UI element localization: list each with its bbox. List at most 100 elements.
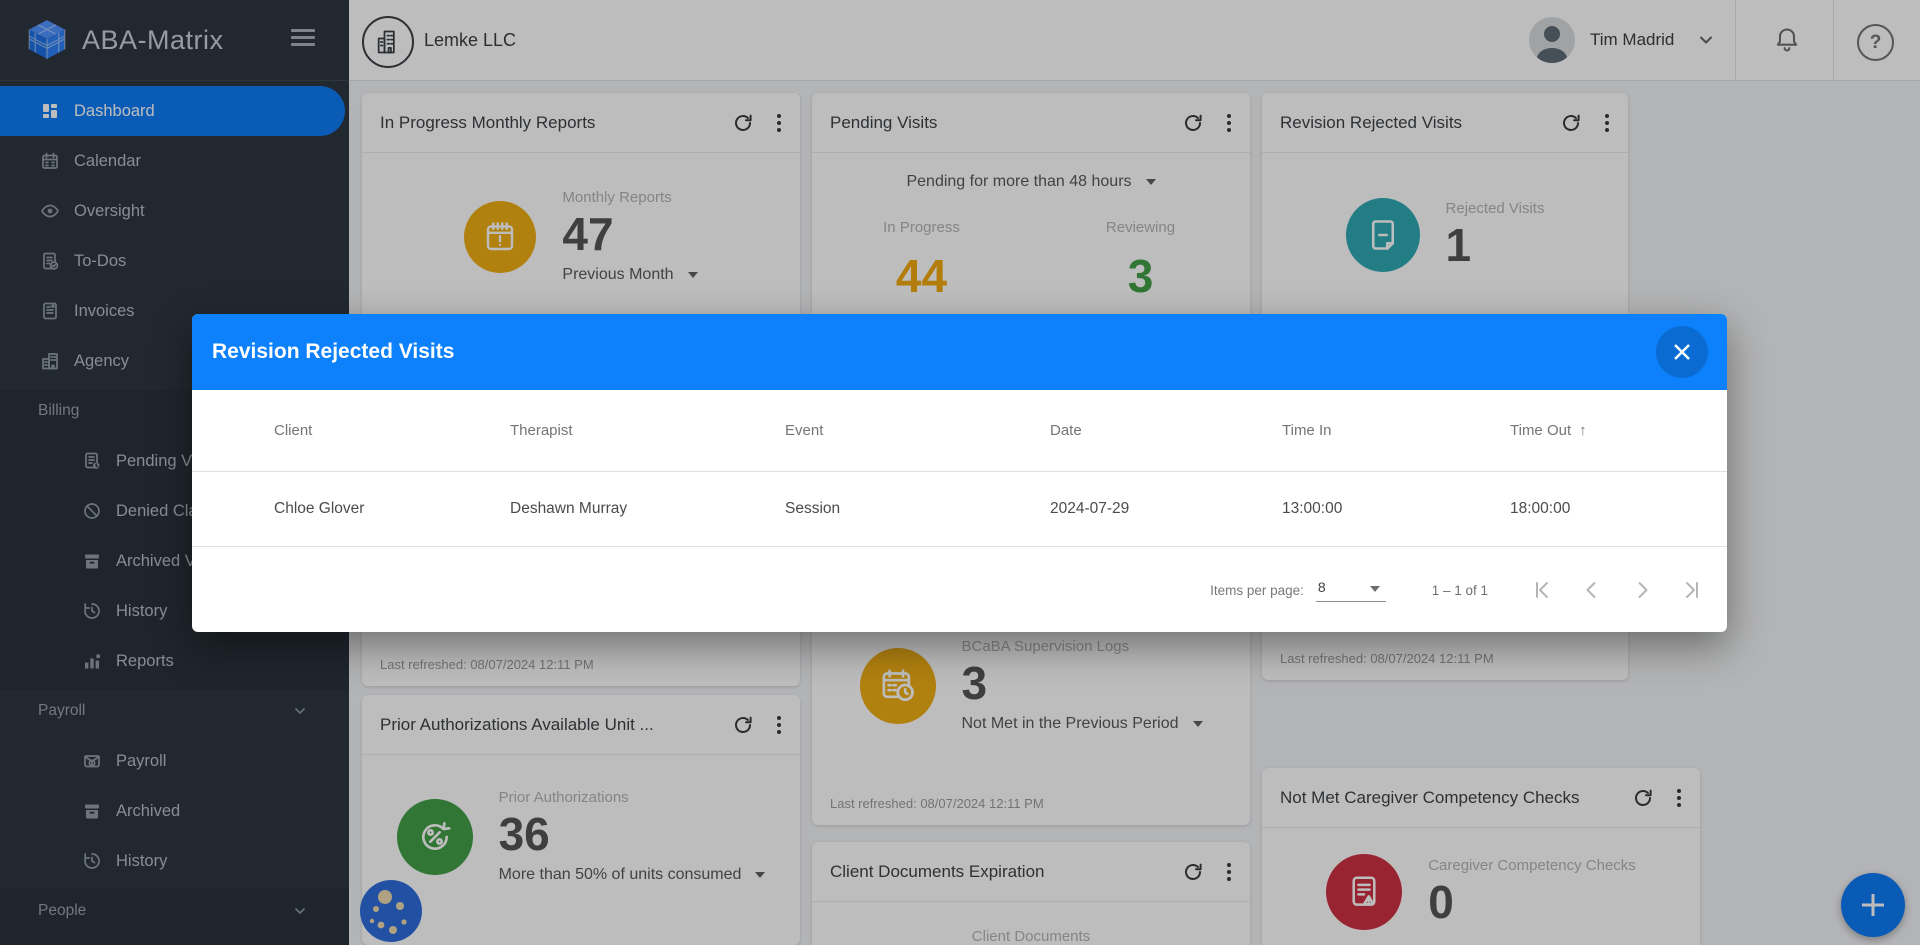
sidebar-item-label: History	[116, 851, 168, 870]
stat-label: Monthly Reports	[562, 189, 672, 206]
card-competency-checks: Not Met Caregiver Competency Checks Care…	[1262, 768, 1700, 945]
refresh-icon[interactable]	[1182, 861, 1204, 883]
close-button[interactable]	[1656, 326, 1708, 378]
sidebar-item-label: Calendar	[74, 151, 141, 170]
sidebar-item-dashboard[interactable]: Dashboard	[0, 86, 345, 136]
stat-filter-dropdown[interactable]: Not Met in the Previous Period	[962, 715, 1203, 733]
column-header-date[interactable]: Date	[1050, 422, 1082, 439]
kebab-menu-icon[interactable]	[774, 713, 784, 737]
card-body: Monthly Reports 47 Previous Month	[362, 189, 800, 284]
notifications-bell-icon[interactable]	[1773, 26, 1801, 54]
page-size-value: 8	[1317, 578, 1326, 595]
stat-label: Reviewing	[1105, 219, 1176, 236]
card-header: Prior Authorizations Available Unit ...	[362, 695, 800, 755]
pending-stats: In Progress 44 Reviewing 3	[812, 219, 1250, 300]
company-name: Lemke LLC	[424, 30, 517, 50]
cell-therapist: Deshawn Murray	[510, 500, 628, 517]
card-body: Caregiver Competency Checks 0	[1262, 854, 1700, 930]
refresh-icon[interactable]	[1182, 112, 1204, 134]
caret-down-icon	[1145, 179, 1156, 185]
kebab-menu-icon[interactable]	[1602, 111, 1612, 135]
sidebar-item-invoices[interactable]: Invoices	[0, 286, 349, 336]
pagination-range: 1 – 1 of 1	[1431, 582, 1488, 598]
next-page-icon[interactable]	[1630, 578, 1654, 602]
refresh-icon[interactable]	[732, 714, 754, 736]
sidebar-item-agency[interactable]: Agency	[0, 336, 349, 386]
sidebar-item-label: Reports	[116, 651, 174, 670]
stat-label: In Progress	[883, 219, 960, 236]
stat-filter-dropdown[interactable]: More than 50% of units consumed	[499, 866, 766, 884]
help-icon[interactable]: ?	[1857, 24, 1894, 61]
kebab-menu-icon[interactable]	[1674, 786, 1684, 810]
kebab-menu-icon[interactable]	[1224, 111, 1234, 135]
calendar-alert-icon	[464, 200, 537, 273]
topbar-divider	[1735, 0, 1736, 80]
building-icon	[42, 353, 58, 370]
sidebar-item-todos[interactable]: To-Dos	[0, 236, 349, 286]
pending-visits-icon	[85, 452, 100, 469]
card-header: Client Documents Expiration	[812, 842, 1250, 902]
card-client-docs: Client Documents Expiration Client Docum…	[812, 842, 1250, 945]
modal-title: Revision Rejected Visits	[212, 340, 455, 363]
sidebar-item-payroll[interactable]: Payroll	[0, 736, 349, 786]
sidebar-item-reports[interactable]: Reports	[0, 636, 349, 686]
refresh-icon[interactable]	[1632, 787, 1654, 809]
column-header-time-out[interactable]: Time Out ↑	[1510, 422, 1587, 439]
table-header-row: Client Therapist Event Date Time In Time…	[192, 390, 1727, 472]
cell-time-out: 18:00:00	[1510, 500, 1571, 517]
add-fab-button[interactable]	[1841, 873, 1905, 937]
sidebar-item-label: Agency	[74, 351, 130, 370]
refresh-icon[interactable]	[1560, 112, 1582, 134]
stat-label: Client Documents	[971, 928, 1091, 945]
user-avatar[interactable]	[1529, 17, 1575, 63]
sidebar-item-label: To-Dos	[74, 251, 127, 270]
section-label: People	[38, 902, 87, 919]
card-header: In Progress Monthly Reports	[362, 93, 800, 153]
sidebar-item-billing-history[interactable]: History	[0, 586, 349, 636]
sidebar-item-payroll-history[interactable]: History	[0, 836, 349, 886]
kebab-menu-icon[interactable]	[1224, 860, 1234, 884]
reports-icon	[85, 654, 101, 669]
last-page-icon[interactable]	[1680, 578, 1704, 602]
card-title: Client Documents Expiration	[830, 862, 1045, 881]
sidebar-item-label: Oversight	[74, 201, 145, 220]
dashboard-icon	[43, 104, 57, 118]
sidebar-section-people[interactable]: People	[0, 886, 349, 936]
stat-value: 1	[1445, 219, 1472, 272]
table-row[interactable]: Chloe Glover Deshawn Murray Session 2024…	[192, 472, 1727, 547]
card-body: Prior Authorizations 36 More than 50% of…	[362, 789, 800, 884]
menu-toggle-icon[interactable]	[291, 29, 315, 51]
card-title: Prior Authorizations Available Unit ...	[380, 715, 654, 734]
sidebar-item-label: Archived	[116, 801, 181, 820]
card-title: Revision Rejected Visits	[1280, 113, 1463, 132]
sidebar-item-calendar[interactable]: Calendar	[0, 136, 349, 186]
brand-name: ABA-Matrix	[82, 25, 224, 55]
sidebar-item-payroll-archived[interactable]: Archived	[0, 786, 349, 836]
sidebar-item-oversight[interactable]: Oversight	[0, 186, 349, 236]
column-header-client[interactable]: Client	[274, 422, 313, 439]
column-header-event[interactable]: Event	[785, 422, 824, 439]
column-header-time-in[interactable]: Time In	[1282, 422, 1332, 439]
user-menu-chevron-icon[interactable]	[1697, 31, 1715, 49]
sidebar-item-label: Payroll	[116, 751, 167, 770]
modal-header: Revision Rejected Visits	[192, 314, 1727, 390]
document-alert-icon	[1326, 854, 1403, 930]
card-title: Not Met Caregiver Competency Checks	[1280, 788, 1580, 807]
eye-icon	[41, 204, 59, 218]
first-page-icon[interactable]	[1530, 578, 1554, 602]
sort-asc-icon: ↑	[1579, 422, 1587, 439]
last-refreshed: Last refreshed: 08/07/2024 12:11 PM	[830, 796, 1044, 811]
refresh-icon[interactable]	[732, 112, 754, 134]
page-size-select[interactable]: 8	[1315, 578, 1386, 602]
kebab-menu-icon[interactable]	[774, 111, 784, 135]
cookie-widget-icon[interactable]	[360, 880, 422, 942]
user-name[interactable]: Tim Madrid	[1590, 30, 1675, 49]
section-label: Payroll	[38, 702, 86, 719]
stat-filter-dropdown[interactable]: Previous Month	[562, 266, 698, 284]
sidebar-item-label: Dashboard	[74, 101, 155, 120]
topbar-divider	[1833, 0, 1834, 80]
sidebar-section-payroll[interactable]: Payroll	[0, 686, 349, 736]
previous-page-icon[interactable]	[1580, 578, 1604, 602]
column-header-therapist[interactable]: Therapist	[510, 422, 573, 439]
pending-filter-dropdown[interactable]: Pending for more than 48 hours	[812, 173, 1250, 191]
